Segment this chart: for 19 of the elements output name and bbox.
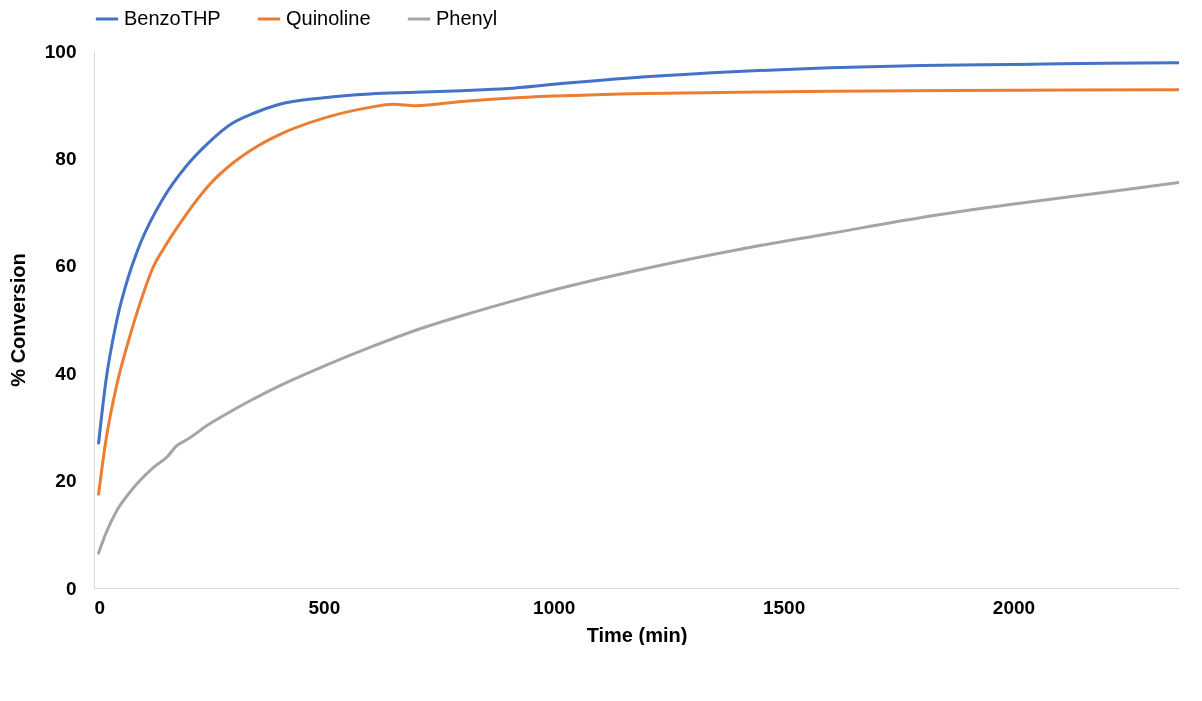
x-tick-label: 0 bbox=[94, 596, 106, 618]
x-tick-label: 500 bbox=[308, 596, 341, 618]
line-series bbox=[97, 181, 1179, 555]
x-tick-label: 2000 bbox=[992, 596, 1036, 618]
legend-label: Phenyl bbox=[436, 7, 498, 29]
line-series bbox=[97, 88, 1179, 496]
legend-label: BenzoTHP bbox=[124, 7, 221, 29]
x-axis-title: Time (min) bbox=[586, 623, 688, 646]
y-tick-label: 0 bbox=[65, 577, 77, 599]
line-series bbox=[97, 61, 1179, 445]
y-tick-label: 100 bbox=[44, 40, 77, 62]
y-tick-label: 40 bbox=[55, 362, 77, 384]
x-tick-label: 1000 bbox=[533, 596, 576, 618]
y-axis-title: % Conversion bbox=[6, 253, 29, 387]
y-tick-label: 80 bbox=[55, 147, 77, 169]
y-tick-label: 20 bbox=[55, 470, 77, 492]
y-tick-label: 60 bbox=[55, 255, 77, 277]
x-tick-label: 1500 bbox=[762, 596, 806, 618]
legend-label: Quinoline bbox=[286, 7, 371, 29]
